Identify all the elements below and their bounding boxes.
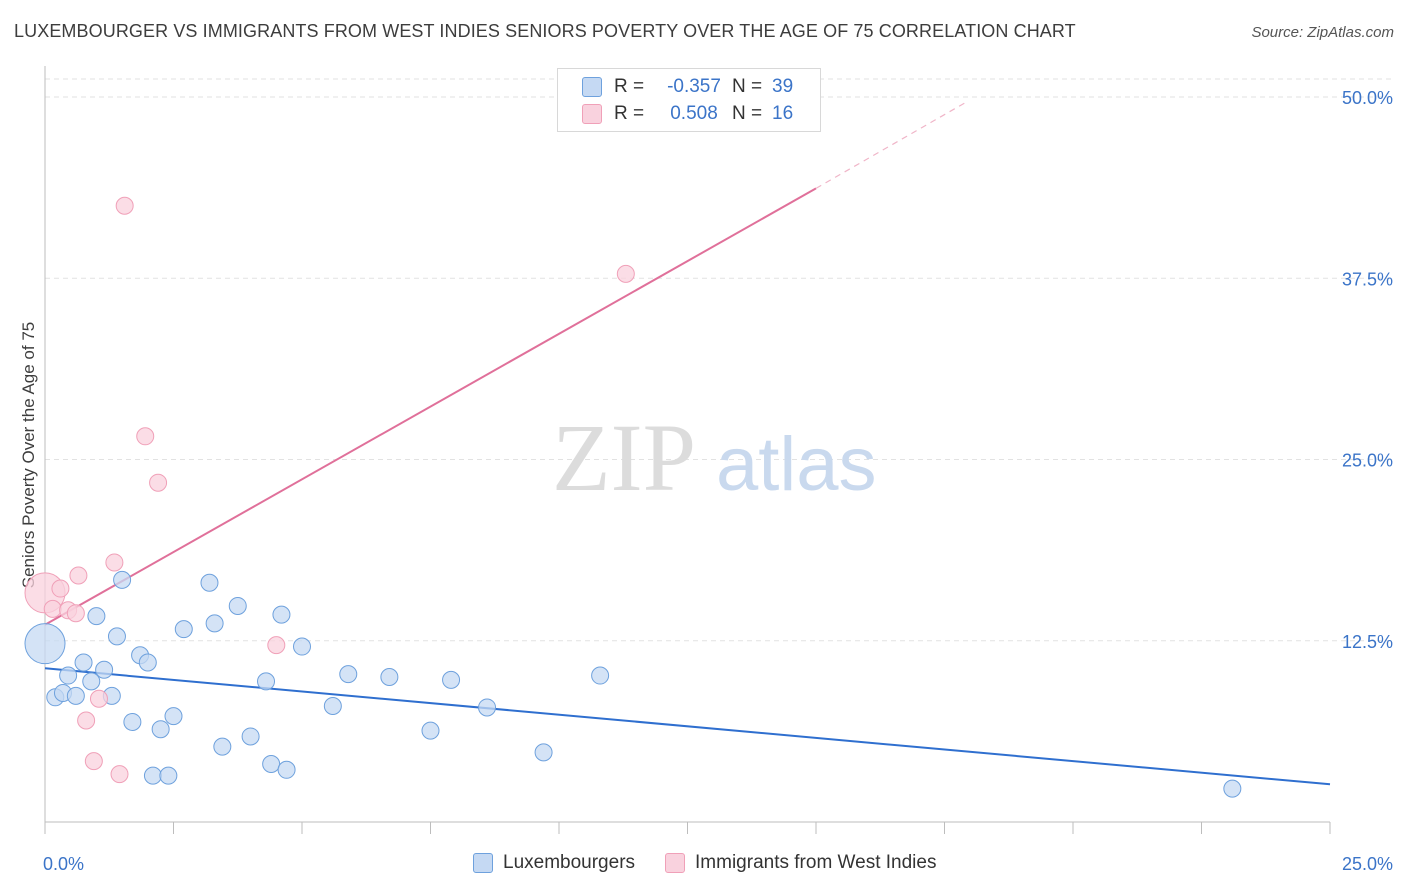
point-luxembourgers — [143, 766, 162, 785]
tick-labels: 12.5% 25.0% 37.5% 50.0% 0.0% 25.0% — [43, 88, 1393, 874]
watermark-atlas: atlas — [716, 422, 877, 507]
point-luxembourgers — [241, 727, 260, 746]
point-luxembourgers — [123, 712, 142, 731]
point-luxembourgers — [262, 755, 281, 773]
point-west-indies — [84, 752, 103, 771]
point-luxembourgers — [442, 670, 461, 689]
legend-n-label: N = — [732, 103, 763, 124]
legend-swatch-blue — [473, 853, 493, 873]
point-luxembourgers — [228, 596, 247, 615]
trend-line-luxembourgers — [44, 667, 1331, 786]
point-luxembourgers — [200, 573, 219, 592]
legend-r-value: -0.357 — [667, 76, 721, 97]
point-west-indies — [89, 689, 108, 708]
legend-r-label: R = — [614, 76, 645, 97]
chart-title: LUXEMBOURGER VS IMMIGRANTS FROM WEST IND… — [14, 21, 1076, 41]
point-luxembourgers — [113, 570, 132, 589]
point-west-indies — [136, 427, 155, 446]
point-luxembourgers — [293, 637, 311, 656]
legend-item-luxembourgers[interactable]: Luxembourgers — [473, 852, 635, 874]
legend-label-west-indies: Immigrants from West Indies — [695, 852, 937, 873]
point-luxembourgers — [87, 607, 106, 626]
trend-lines — [44, 102, 1331, 786]
gridlines — [45, 78, 1392, 642]
legend-row-luxembourgers: R = -0.357 N = 39 — [582, 75, 793, 99]
legend-row-west-indies: R = 0.508 N = 16 — [582, 102, 793, 126]
legend-label-luxembourgers: Luxembourgers — [503, 852, 636, 873]
y-tick-label: 50.0% — [1342, 88, 1393, 108]
y-tick-label: 12.5% — [1342, 632, 1393, 652]
point-luxembourgers — [95, 660, 114, 679]
series-legend: Luxembourgers Immigrants from West Indie… — [473, 852, 966, 874]
point-luxembourgers — [164, 707, 183, 726]
point-luxembourgers — [138, 653, 157, 672]
y-tick-label: 25.0% — [1342, 451, 1393, 471]
point-west-indies — [105, 553, 124, 572]
legend-swatch-pink — [582, 104, 602, 124]
point-west-indies — [616, 264, 635, 283]
legend-r-label: R = — [614, 103, 645, 124]
point-luxembourgers — [277, 760, 296, 779]
point-luxembourgers — [213, 737, 232, 756]
point-luxembourgers — [421, 721, 440, 740]
point-west-indies — [51, 579, 70, 598]
point-west-indies — [115, 196, 134, 215]
point-luxembourgers — [591, 666, 610, 685]
point-luxembourgers — [339, 665, 358, 684]
legend-swatch-blue — [582, 77, 602, 97]
y-tick-label: 37.5% — [1342, 269, 1393, 289]
legend-n-value: 16 — [772, 103, 794, 124]
legend-r-value: 0.508 — [670, 103, 718, 124]
point-luxembourgers — [478, 698, 497, 717]
x-tick-label: 0.0% — [43, 854, 84, 874]
point-west-indies — [66, 604, 85, 623]
point-luxembourgers — [82, 672, 101, 691]
point-luxembourgers — [24, 623, 66, 665]
point-luxembourgers — [272, 605, 291, 624]
x-tick-label: 25.0% — [1342, 854, 1393, 874]
point-west-indies — [69, 566, 88, 585]
point-luxembourgers — [534, 743, 553, 762]
point-west-indies — [77, 711, 96, 730]
point-luxembourgers — [159, 766, 178, 785]
axes — [44, 66, 1331, 834]
point-luxembourgers — [174, 620, 193, 639]
point-luxembourgers — [74, 653, 93, 672]
legend-swatch-pink — [665, 853, 686, 873]
point-luxembourgers — [107, 627, 126, 646]
point-luxembourgers — [66, 686, 85, 705]
point-luxembourgers — [380, 668, 399, 686]
watermark-zip: ZIP — [552, 404, 696, 511]
source-label: Source: ZipAtlas.com — [1251, 24, 1394, 41]
data-points — [24, 196, 1242, 798]
point-west-indies — [149, 473, 168, 492]
trend-line-west-indies — [44, 187, 817, 626]
point-west-indies — [110, 765, 129, 784]
point-luxembourgers — [151, 720, 170, 739]
legend-item-west-indies[interactable]: Immigrants from West Indies — [665, 852, 936, 874]
point-west-indies — [43, 599, 62, 618]
legend-n-value: 39 — [772, 76, 794, 97]
point-luxembourgers — [257, 672, 276, 691]
trend-line-west-indies-extension — [815, 102, 966, 189]
point-luxembourgers — [59, 666, 78, 685]
point-luxembourgers — [1223, 779, 1242, 798]
point-luxembourgers — [205, 614, 224, 633]
point-west-indies — [267, 636, 286, 655]
legend-n-label: N = — [732, 76, 763, 97]
stats-legend: R = -0.357 N = 39 R = 0.508 N = 16 — [557, 68, 821, 132]
point-luxembourgers — [323, 697, 342, 715]
